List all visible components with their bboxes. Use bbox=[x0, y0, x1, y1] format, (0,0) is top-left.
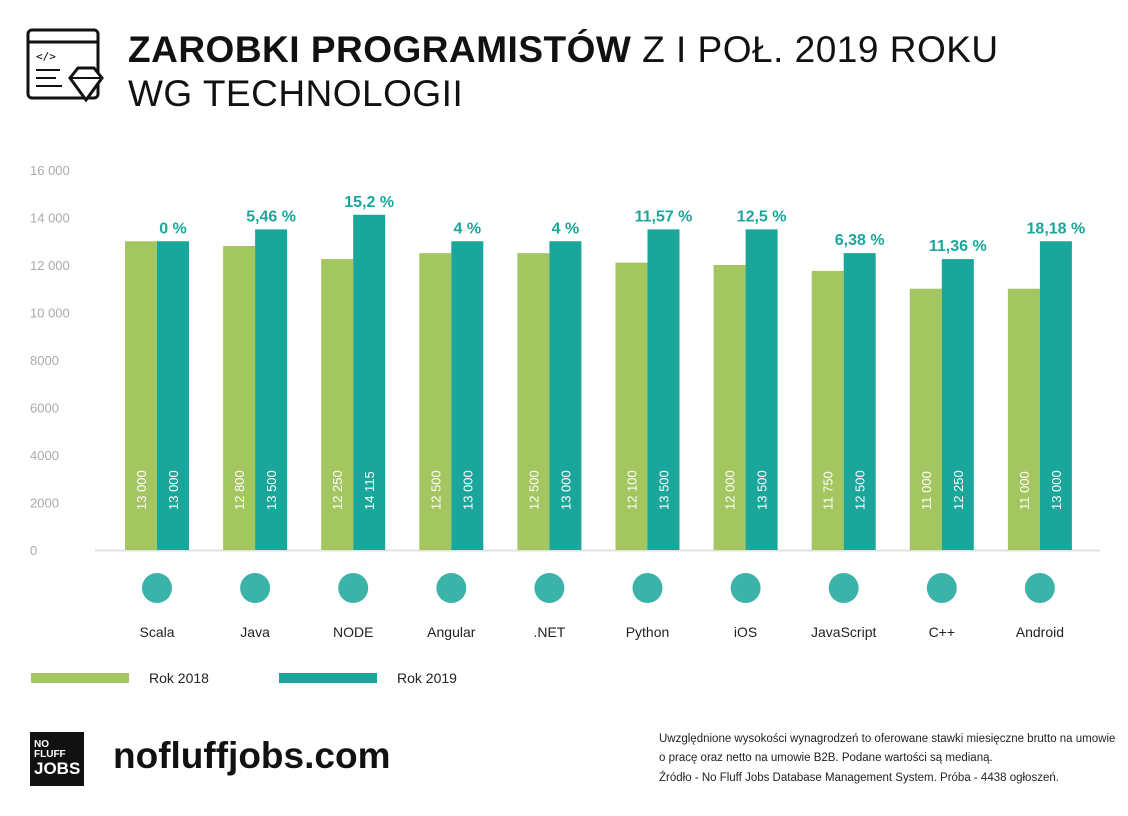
growth-label: 0 % bbox=[159, 220, 187, 237]
y-tick-label: 12 000 bbox=[30, 258, 70, 273]
title-bold: ZAROBKI PROGRAMISTÓW bbox=[128, 29, 632, 70]
category-label: C++ bbox=[929, 624, 955, 640]
growth-label: 12,5 % bbox=[737, 208, 787, 225]
growth-label: 15,2 % bbox=[344, 194, 394, 211]
growth-label: 6,38 % bbox=[835, 232, 885, 249]
legend-2019: Rok 2019 bbox=[279, 670, 457, 686]
bar-value-label: 12 100 bbox=[625, 470, 640, 510]
bar-value-label: 14 115 bbox=[362, 471, 377, 510]
bar-2018 bbox=[419, 253, 452, 550]
bar-value-label: 12 500 bbox=[853, 470, 868, 510]
svg-text:</>: </> bbox=[36, 50, 56, 63]
legend-2018: Rok 2018 bbox=[31, 670, 209, 686]
javascript-icon bbox=[828, 573, 859, 603]
bar-value-label: 13 000 bbox=[134, 470, 149, 510]
bar-value-label: 13 500 bbox=[264, 470, 279, 510]
growth-label: 4 % bbox=[552, 220, 580, 237]
logo-line2: JOBS bbox=[34, 759, 81, 778]
category-label: JavaScript bbox=[811, 624, 876, 640]
y-tick-label: 4000 bbox=[30, 448, 59, 463]
bar-value-label: 12 250 bbox=[951, 470, 966, 510]
bar-2018 bbox=[1007, 288, 1040, 550]
site-name: nofluffjobs.com bbox=[113, 735, 391, 776]
growth-label: 11,57 % bbox=[635, 208, 693, 225]
angular-icon bbox=[436, 573, 467, 603]
title-rest: Z I POŁ. 2019 ROKU bbox=[631, 29, 999, 70]
bar-value-label: 13 000 bbox=[1049, 470, 1064, 510]
bar-value-label: 12 800 bbox=[232, 470, 247, 510]
dotnet-icon bbox=[534, 573, 565, 603]
bar-value-label: 12 250 bbox=[330, 470, 345, 510]
bar-2018 bbox=[223, 246, 256, 550]
category-label: .NET bbox=[533, 624, 565, 640]
bar-value-label: 12 500 bbox=[526, 470, 541, 510]
bar-value-label: 13 000 bbox=[460, 470, 475, 510]
y-tick-label: 10 000 bbox=[30, 306, 70, 321]
category-label: Android bbox=[1016, 624, 1064, 640]
y-tick-label: 2000 bbox=[30, 496, 59, 511]
bar-2018 bbox=[321, 259, 354, 550]
source-note: Źródło - No Fluff Jobs Database Manageme… bbox=[659, 772, 1059, 784]
y-tick-label: 6000 bbox=[30, 401, 59, 416]
cplusplus-icon bbox=[926, 573, 957, 603]
android-icon bbox=[1024, 573, 1055, 603]
bar-2019 bbox=[157, 241, 189, 550]
bar-2018 bbox=[125, 241, 157, 550]
bar-2018 bbox=[713, 265, 746, 550]
bar-2019 bbox=[941, 259, 974, 550]
bar-value-label: 13 500 bbox=[657, 470, 672, 510]
bar-2019 bbox=[745, 229, 778, 550]
apple-icon bbox=[730, 573, 761, 603]
python-icon bbox=[632, 573, 663, 603]
y-tick-label: 14 000 bbox=[30, 211, 70, 226]
bar-value-label: 12 500 bbox=[428, 470, 443, 510]
bar-chart: 0 2000 4000 6000 8000 10 000 12 000 14 000 16 00… bbox=[30, 163, 1100, 640]
bar-2019 bbox=[451, 241, 484, 550]
nofluffjobs-logo: NO FLUFF JOBS bbox=[30, 732, 84, 786]
category-label: iOS bbox=[734, 624, 757, 640]
bar-value-label: 13 000 bbox=[166, 470, 181, 510]
y-tick-label: 8000 bbox=[30, 353, 59, 368]
category-label: Scala bbox=[139, 624, 174, 640]
category-label: NODE bbox=[333, 624, 373, 640]
title-line2: WG TECHNOLOGII bbox=[128, 73, 464, 114]
bar-value-label: 11 000 bbox=[1017, 471, 1032, 510]
bar-value-label: 11 000 bbox=[919, 471, 934, 510]
chart-title: ZAROBKI PROGRAMISTÓW Z I POŁ. 2019 ROKU … bbox=[128, 28, 999, 116]
y-tick-label: 0 bbox=[30, 543, 37, 558]
scala-icon bbox=[142, 573, 172, 603]
bar-value-label: 13 500 bbox=[755, 470, 770, 510]
legend-label-2018: Rok 2018 bbox=[149, 670, 209, 686]
bar-value-label: 12 000 bbox=[723, 470, 738, 510]
growth-label: 11,36 % bbox=[929, 238, 987, 255]
footnote: Uwzględnione wysokości wynagrodzeń to of… bbox=[659, 733, 1116, 764]
bar-2019 bbox=[843, 253, 876, 550]
bar-2019 bbox=[1039, 241, 1072, 550]
legend-swatch-2019 bbox=[279, 673, 377, 683]
category-label: Python bbox=[626, 624, 670, 640]
legend-swatch-2018 bbox=[31, 673, 129, 683]
bar-2018 bbox=[909, 288, 942, 550]
growth-label: 18,18 % bbox=[1027, 220, 1086, 237]
growth-label: 4 % bbox=[454, 220, 482, 237]
bar-2019 bbox=[353, 214, 386, 551]
code-gem-icon: </> bbox=[26, 28, 104, 103]
bar-2018 bbox=[517, 253, 550, 550]
bar-value-label: 13 000 bbox=[558, 470, 573, 510]
growth-label: 5,46 % bbox=[246, 208, 296, 225]
bar-2019 bbox=[255, 229, 288, 550]
bar-2019 bbox=[647, 229, 680, 550]
legend-label-2019: Rok 2019 bbox=[397, 670, 457, 686]
bar-value-label: 11 750 bbox=[821, 471, 836, 510]
logo-line1: NO FLUFF bbox=[34, 739, 66, 760]
node-icon bbox=[338, 573, 369, 603]
y-tick-label: 16 000 bbox=[30, 163, 70, 178]
java-icon bbox=[240, 573, 271, 603]
category-label: Angular bbox=[427, 624, 476, 640]
bar-2018 bbox=[615, 262, 648, 550]
bar-2019 bbox=[549, 241, 582, 550]
bar-2018 bbox=[811, 270, 844, 550]
category-label: Java bbox=[240, 624, 270, 640]
